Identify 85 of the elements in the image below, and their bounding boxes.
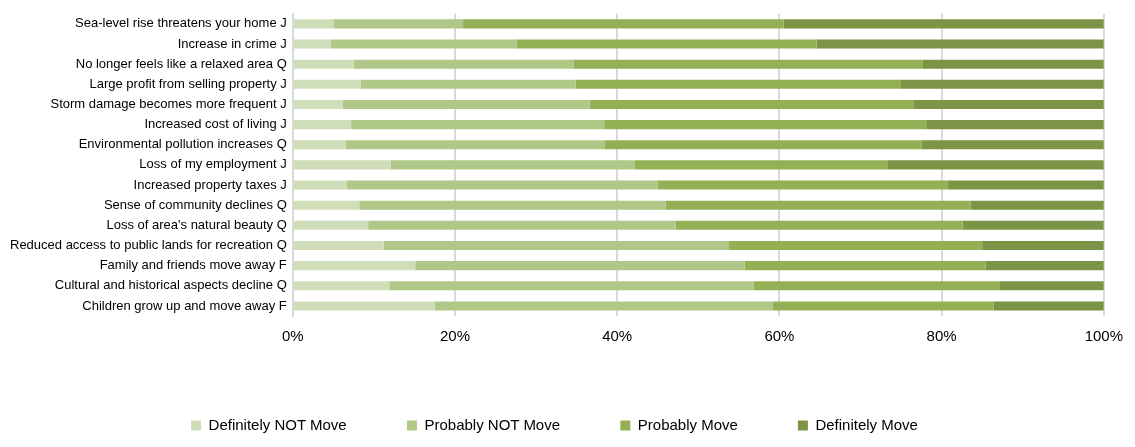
bar	[293, 120, 352, 130]
bar	[293, 240, 384, 251]
y-tick-label: Children grow up and move away F	[82, 297, 287, 313]
bar	[345, 140, 606, 150]
bar	[351, 120, 605, 130]
bar	[463, 19, 784, 29]
y-tick-label: Family and friends move away F	[99, 257, 287, 273]
bar	[293, 220, 369, 230]
bar	[657, 180, 949, 190]
x-tick-label: 80%	[926, 327, 957, 345]
bar	[293, 39, 331, 49]
legend-label: Probably NOT Move	[424, 415, 561, 433]
y-tick-label: Storm damage becomes more frequent J	[50, 96, 287, 112]
y-tick-label: Cultural and historical aspects decline Q	[54, 277, 287, 293]
bar	[605, 140, 922, 150]
bar	[589, 99, 914, 109]
bar	[753, 281, 1000, 291]
bar	[922, 59, 1104, 69]
bar	[887, 160, 1104, 170]
bar	[415, 261, 745, 271]
bar	[389, 281, 754, 291]
bar	[293, 301, 435, 311]
y-tick-label: Environmental pollution increases Q	[78, 136, 287, 152]
x-tick-label: 0%	[281, 327, 304, 345]
bar	[293, 79, 361, 89]
bar	[516, 39, 817, 49]
y-tick-label: Reduced access to public lands for recreation Q	[9, 237, 287, 253]
bar	[390, 160, 636, 170]
bar	[293, 140, 346, 150]
legend-label: Probably Move	[637, 415, 738, 433]
x-tick-label: 100%	[1084, 327, 1124, 345]
bar	[985, 261, 1104, 271]
bar	[783, 19, 1104, 29]
bar	[900, 79, 1104, 89]
bar	[353, 59, 574, 69]
bar	[368, 220, 676, 230]
y-tick-label: Sense of community declines Q	[103, 196, 287, 212]
bar	[293, 99, 344, 109]
y-tick-label: Sea-level rise threatens your home J	[75, 15, 287, 31]
bar	[970, 200, 1104, 210]
y-tick-label: Loss of area's natural beauty Q	[106, 216, 287, 232]
y-tick-label: Increased cost of living J	[144, 116, 287, 132]
bar	[816, 39, 1104, 49]
y-tick-label: No longer feels like a relaxed area Q	[75, 55, 287, 71]
x-tick-label: 60%	[764, 327, 795, 345]
bar	[1000, 281, 1104, 291]
bar	[948, 180, 1104, 190]
y-tick-label: Large profit from selling property J	[89, 75, 287, 91]
y-tick-label: Increased property taxes J	[133, 176, 287, 192]
bar	[347, 180, 658, 190]
y-tick-label: Loss of my employment J	[139, 156, 287, 172]
y-tick-label: Increase in crime J	[177, 35, 287, 51]
bar	[333, 19, 464, 29]
bar	[343, 99, 590, 109]
legend-label: Definitely Move	[815, 415, 918, 433]
bar	[573, 59, 923, 69]
bar	[772, 301, 994, 311]
x-tick-label: 40%	[602, 327, 633, 345]
bar	[962, 220, 1104, 230]
bar	[293, 281, 390, 291]
legend-label: Definitely NOT Move	[208, 415, 347, 433]
bar	[728, 240, 983, 251]
bar	[575, 79, 901, 89]
bar	[383, 240, 729, 251]
bar	[927, 120, 1104, 130]
bar	[982, 240, 1104, 251]
x-tick-label: 20%	[439, 327, 470, 345]
bar	[359, 200, 666, 210]
bar	[360, 79, 576, 89]
bar	[675, 220, 963, 230]
bar	[293, 59, 354, 69]
bar	[293, 160, 391, 170]
bar	[293, 261, 416, 271]
bar	[604, 120, 928, 130]
bar	[434, 301, 773, 311]
bar	[665, 200, 971, 210]
bar	[293, 19, 334, 29]
bar	[293, 180, 348, 190]
bar	[993, 301, 1104, 311]
bar	[913, 99, 1104, 109]
bar	[635, 160, 888, 170]
bar	[744, 261, 986, 271]
bar	[293, 200, 360, 210]
bar	[330, 39, 517, 49]
bar	[921, 140, 1104, 150]
